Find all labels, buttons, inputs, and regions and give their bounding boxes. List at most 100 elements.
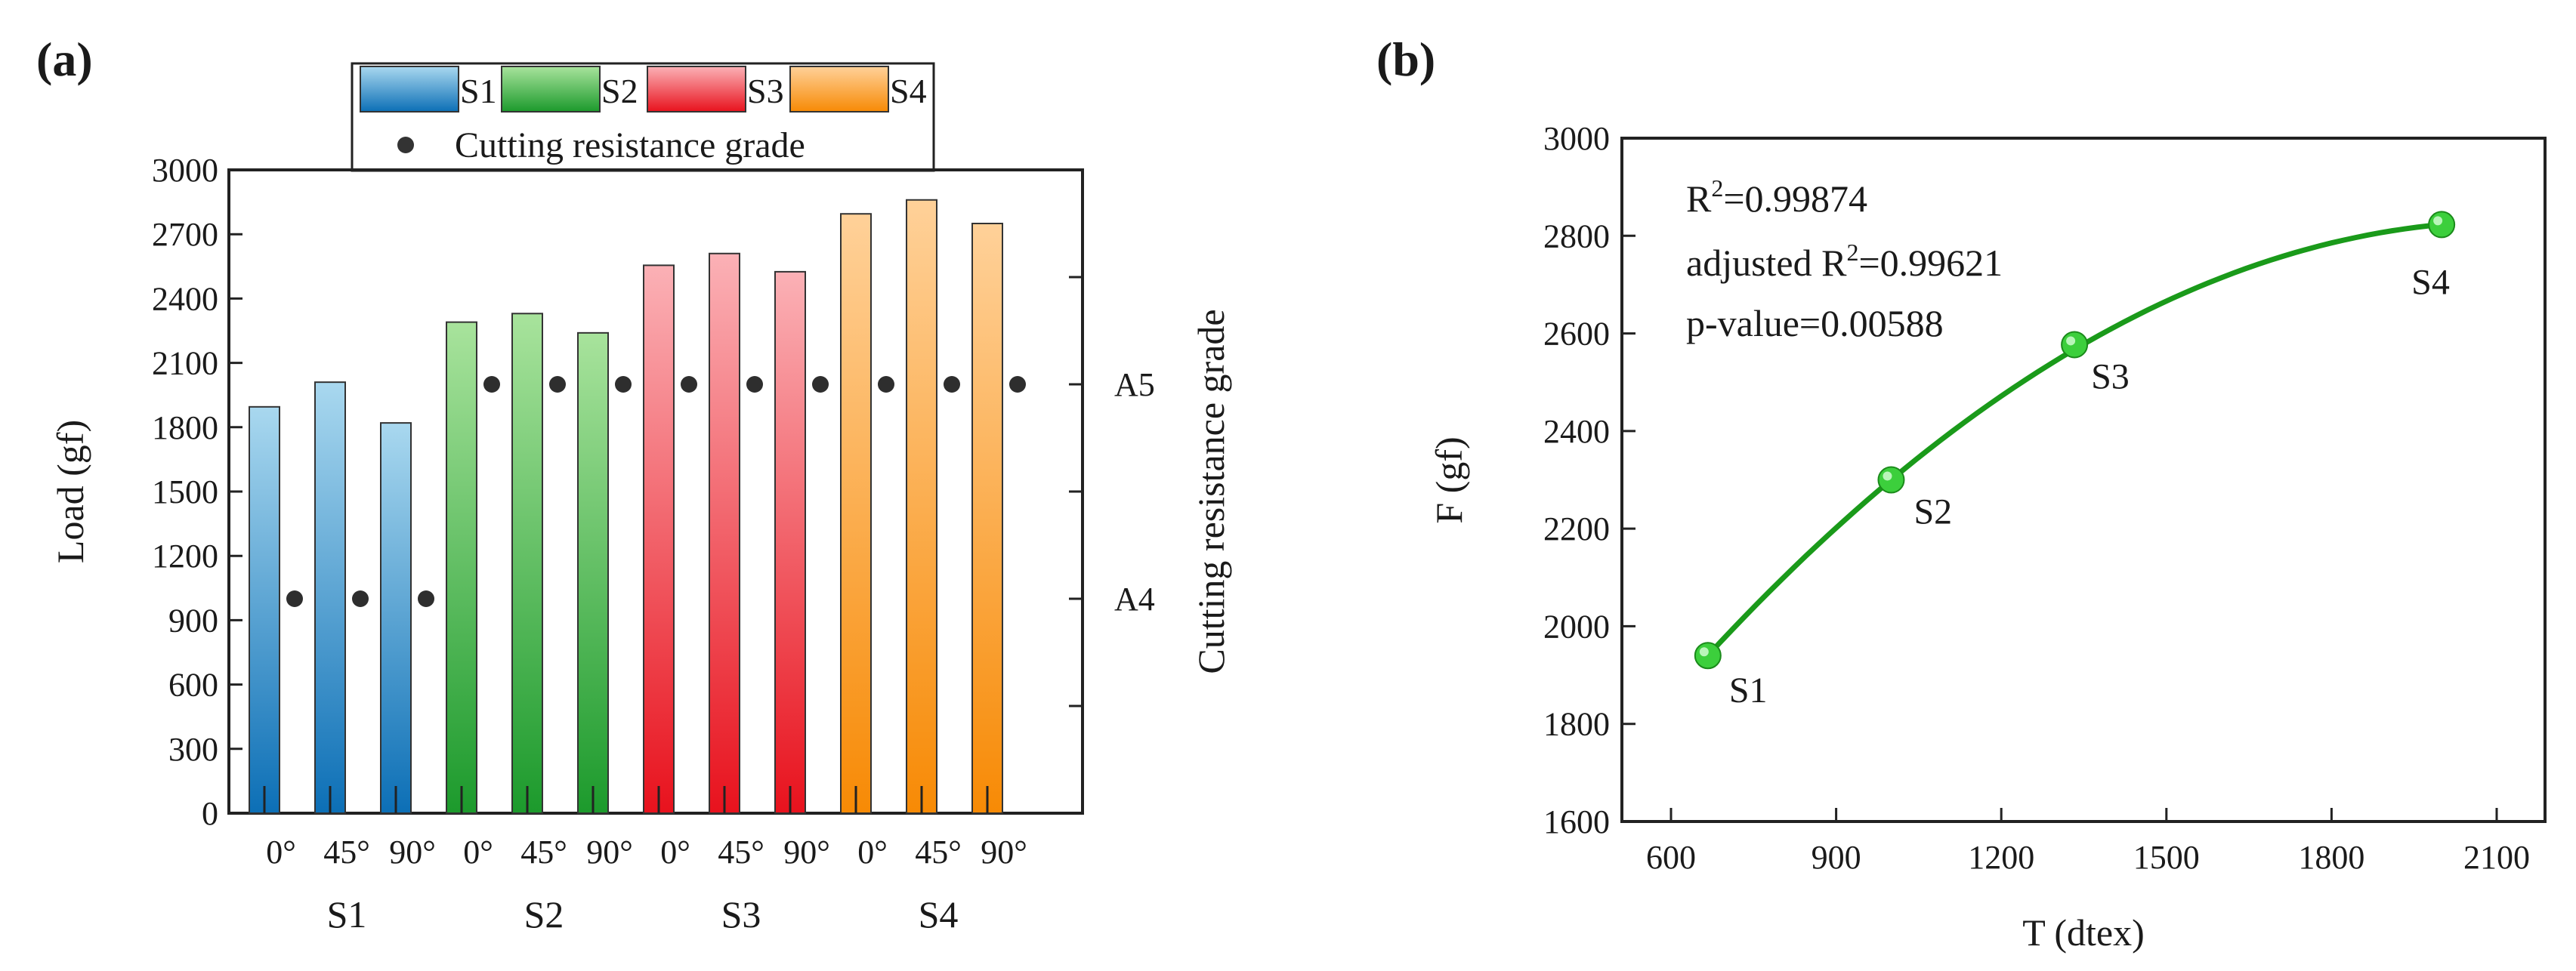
x-tick-label-b-900: 900: [1812, 839, 1861, 876]
legend-swatch-S4: [789, 66, 889, 113]
grade-dot-S2-1: [549, 376, 566, 393]
angle-label-S2-1: 45°: [520, 834, 567, 871]
bar-S3-2: [774, 270, 806, 814]
grade-dot-S1-2: [418, 590, 434, 607]
grade-dot-S4-2: [1009, 376, 1026, 393]
angle-label-S1-1: 45°: [323, 834, 370, 871]
legend-label-S1: S1: [460, 72, 497, 110]
y-tick-label-a-2100: 2100: [152, 345, 218, 382]
grade-dot-S1-1: [352, 590, 369, 607]
angle-label-S3-0: 0°: [660, 834, 690, 871]
bar-S1-1: [314, 381, 346, 815]
legend-swatch-S1: [360, 66, 459, 113]
grade-dot-S3-0: [681, 376, 697, 393]
r2-text: R2=0.99874: [1686, 174, 1867, 220]
grade-dot-S3-1: [746, 376, 763, 393]
y-tick-label-b-1800: 1800: [1543, 706, 1610, 743]
y-axis-label-a: Load (gf): [49, 420, 91, 563]
y-tick-label-b-2400: 2400: [1543, 413, 1610, 450]
legend-label-S2: S2: [601, 72, 638, 110]
y-tick-label-b-3000: 3000: [1543, 120, 1610, 157]
y-tick-label-a-1800: 1800: [152, 409, 218, 446]
x-tick-label-b-2100: 2100: [2463, 839, 2530, 876]
y-tick-label-a-1500: 1500: [152, 473, 218, 510]
y-tick-label-a-3000: 3000: [152, 152, 218, 189]
legend-label-S3: S3: [747, 72, 784, 110]
y-tick-label-a-2400: 2400: [152, 280, 218, 317]
right-tick-label-A5: A5: [1114, 366, 1155, 403]
panel-a-label: (a): [36, 32, 93, 86]
y-tick-label-b-1600: 1600: [1543, 803, 1610, 840]
angle-label-S3-2: 90°: [783, 834, 830, 871]
x-tick-label-b-1500: 1500: [2133, 839, 2200, 876]
bar-S2-0: [446, 321, 477, 814]
data-point-highlight: [2066, 336, 2076, 346]
legend-swatch-S3: [647, 66, 746, 113]
grade-dot-S3-2: [812, 376, 829, 393]
legend-label-S4: S4: [890, 72, 927, 110]
point-label-S1: S1: [1729, 670, 1768, 711]
bar-S4-1: [906, 199, 937, 814]
bar-S3-0: [643, 264, 675, 814]
angle-label-S4-0: 0°: [857, 834, 888, 871]
bar-S4-0: [840, 213, 872, 815]
stats-annotation: R2=0.99874 adjusted R2=0.99621 p-value=0…: [1686, 174, 2003, 344]
y-tick-label-a-0: 0: [202, 795, 218, 832]
axes-a: 0° 45° 90° S1 0° 45° 90° S2 0° 45° 90° S3 0° 45° 90° S4…: [152, 152, 1155, 936]
points-b: S1 S2 S3 S4: [1694, 211, 2456, 711]
fit-curve: [1706, 221, 2442, 658]
grade-dot-S2-2: [615, 376, 632, 393]
panel-b: (b) 600 900 1200 1500 1800 2100 1600 1800 2000 22…: [1376, 32, 2547, 954]
x-axis-label-b: T (dtex): [2022, 911, 2145, 954]
grade-dots-a: [286, 376, 1026, 607]
y-tick-label-a-600: 600: [168, 667, 218, 704]
x-tick-label-b-1200: 1200: [1968, 839, 2034, 876]
bar-S3-1: [709, 252, 740, 814]
axes-b: 600 900 1200 1500 1800 2100 1600 1800 2000 2200 24…: [1543, 120, 2530, 876]
data-point-S3: [2061, 331, 2089, 359]
point-label-S2: S2: [1913, 492, 1952, 532]
angle-label-S1-2: 90°: [389, 834, 436, 871]
x-tick-label-b-1800: 1800: [2298, 839, 2364, 876]
data-point-highlight: [1699, 647, 1709, 657]
legend-grade-marker: [397, 137, 414, 153]
y-tick-label-a-1200: 1200: [152, 538, 218, 575]
data-point-S1: [1694, 642, 1722, 670]
bars-a: [249, 199, 1003, 815]
grade-dot-S2-0: [483, 376, 500, 393]
bar-S4-2: [971, 223, 1003, 814]
bar-S1-2: [380, 422, 412, 814]
angle-label-S4-2: 90°: [981, 834, 1027, 871]
y-tick-label-b-2200: 2200: [1543, 510, 1610, 547]
panel-a: (a) S1 S2 S3 S4 Cutting resistance grade 0°…: [36, 32, 1232, 936]
y-tick-label-b-2600: 2600: [1543, 316, 1610, 353]
right-axis-label-a: Cutting resistance grade: [1190, 309, 1232, 674]
grade-dot-S4-0: [878, 376, 894, 393]
data-point-highlight: [1883, 471, 1892, 481]
data-point-S2: [1877, 466, 1905, 494]
angle-label-S2-2: 90°: [586, 834, 633, 871]
angle-label-S2-0: 0°: [463, 834, 493, 871]
right-tick-label-A4: A4: [1114, 581, 1155, 618]
y-tick-label-a-900: 900: [168, 602, 218, 639]
group-label-S3: S3: [721, 893, 761, 936]
angle-label-S4-1: 45°: [915, 834, 962, 871]
grade-dot-S1-0: [286, 590, 303, 607]
group-label-S1: S1: [327, 893, 367, 936]
grade-dot-S4-1: [944, 376, 960, 393]
x-tick-label-b-600: 600: [1646, 839, 1696, 876]
bar-S1-0: [249, 405, 280, 814]
bar-S2-1: [511, 313, 543, 814]
point-label-S3: S3: [2091, 356, 2130, 396]
adjusted-r2-text: adjusted R2=0.99621: [1686, 239, 2003, 284]
y-axis-label-b: F (gf): [1428, 436, 1470, 523]
y-tick-label-a-2700: 2700: [152, 216, 218, 253]
panel-b-label: (b): [1376, 32, 1435, 86]
angle-label-S3-1: 45°: [718, 834, 764, 871]
group-label-S4: S4: [919, 893, 959, 936]
plot-b-frame: [1620, 137, 2547, 823]
legend-swatch-S2: [501, 66, 601, 113]
bar-S2-2: [577, 331, 609, 814]
angle-label-S1-0: 0°: [266, 834, 296, 871]
